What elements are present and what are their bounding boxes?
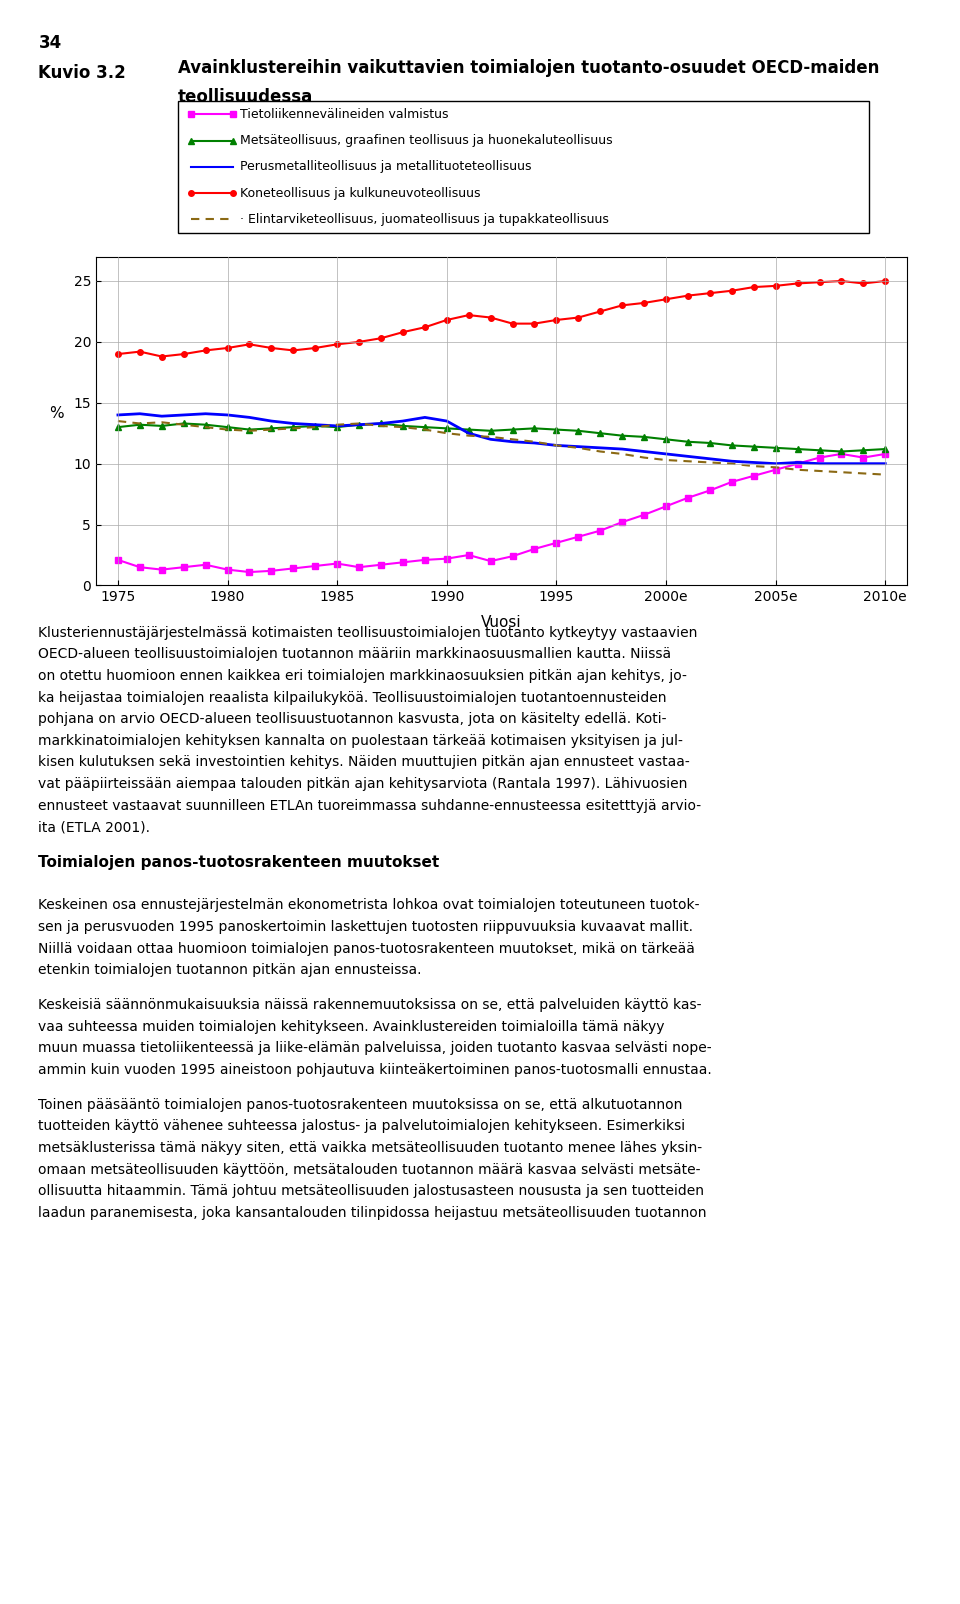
Text: omaan metsäteollisuuden käyttöön, metsätalouden tuotannon määrä kasvaa selvästi : omaan metsäteollisuuden käyttöön, metsät… [38,1163,701,1177]
Text: markkinatoimialojen kehityksen kannalta on puolestaan tärkeää kotimaisen yksityi: markkinatoimialojen kehityksen kannalta … [38,733,684,747]
Text: muun muassa tietoliikenteessä ja liike-elämän palveluissa, joiden tuotanto kasva: muun muassa tietoliikenteessä ja liike-e… [38,1041,712,1055]
Text: teollisuudessa: teollisuudessa [178,88,313,106]
Text: Keskeinen osa ennustejärjestelmän ekonometrista lohkoa ovat toimialojen toteutun: Keskeinen osa ennustejärjestelmän ekonom… [38,898,700,913]
Text: 34: 34 [38,34,61,51]
Text: · Elintarviketeollisuus, juomateollisuus ja tupakkateollisuus: · Elintarviketeollisuus, juomateollisuus… [240,213,609,226]
Text: ita (ETLA 2001).: ita (ETLA 2001). [38,820,151,834]
Text: Toimialojen panos-tuotosrakenteen muutokset: Toimialojen panos-tuotosrakenteen muutok… [38,855,440,869]
Text: vaa suhteessa muiden toimialojen kehitykseen. Avainklustereiden toimialoilla täm: vaa suhteessa muiden toimialojen kehityk… [38,1020,665,1033]
Text: tuotteiden käyttö vähenee suhteessa jalostus- ja palvelutoimialojen kehitykseen.: tuotteiden käyttö vähenee suhteessa jalo… [38,1120,685,1134]
Text: on otettu huomioon ennen kaikkea eri toimialojen markkinaosuuksien pitkän ajan k: on otettu huomioon ennen kaikkea eri toi… [38,669,687,683]
Y-axis label: %: % [50,406,64,422]
Text: Metsäteollisuus, graafinen teollisuus ja huonekaluteollisuus: Metsäteollisuus, graafinen teollisuus ja… [240,135,612,148]
X-axis label: Vuosi: Vuosi [481,616,522,630]
Text: Avainklustereihin vaikuttavien toimialojen tuotanto-osuudet OECD-maiden: Avainklustereihin vaikuttavien toimialoj… [178,59,879,77]
Text: ammin kuin vuoden 1995 aineistoon pohjautuva kiinteäkertoiminen panos-tuotosmall: ammin kuin vuoden 1995 aineistoon pohjau… [38,1063,712,1076]
Text: Koneteollisuus ja kulkuneuvoteollisuus: Koneteollisuus ja kulkuneuvoteollisuus [240,186,480,199]
Text: Keskeisiä säännönmukaisuuksia näissä rakennemuutoksissa on se, että palveluiden : Keskeisiä säännönmukaisuuksia näissä rak… [38,998,702,1012]
Text: vat pääpiirteissään aiempaa talouden pitkän ajan kehitysarviota (Rantala 1997). : vat pääpiirteissään aiempaa talouden pit… [38,776,687,791]
Text: OECD-alueen teollisuustoimialojen tuotannon määriin markkinaosuusmallien kautta.: OECD-alueen teollisuustoimialojen tuotan… [38,646,672,661]
FancyBboxPatch shape [178,101,869,233]
Text: etenkin toimialojen tuotannon pitkän ajan ennusteissa.: etenkin toimialojen tuotannon pitkän aja… [38,964,421,977]
Text: ollisuutta hitaammin. Tämä johtuu metsäteollisuuden jalostusasteen noususta ja s: ollisuutta hitaammin. Tämä johtuu metsät… [38,1184,705,1198]
Text: Niillä voidaan ottaa huomioon toimialojen panos-tuotosrakenteen muutokset, mikä : Niillä voidaan ottaa huomioon toimialoje… [38,942,695,956]
Text: sen ja perusvuoden 1995 panoskertoimin laskettujen tuotosten riippuvuuksia kuvaa: sen ja perusvuoden 1995 panoskertoimin l… [38,921,693,934]
Text: Toinen pääsääntö toimialojen panos-tuotosrakenteen muutoksissa on se, että alkut: Toinen pääsääntö toimialojen panos-tuoto… [38,1097,683,1112]
Text: pohjana on arvio OECD-alueen teollisuustuotannon kasvusta, jota on käsitelty ede: pohjana on arvio OECD-alueen teollisuust… [38,712,667,727]
Text: ennusteet vastaavat suunnilleen ETLAn tuoreimmassa suhdanne-ennusteessa esitettt: ennusteet vastaavat suunnilleen ETLAn tu… [38,799,702,813]
Text: laadun paranemisesta, joka kansantalouden tilinpidossa heijastuu metsäteollisuud: laadun paranemisesta, joka kansantaloude… [38,1206,707,1221]
Text: ka heijastaa toimialojen reaalista kilpailukyköä. Teollisuustoimialojen tuotanto: ka heijastaa toimialojen reaalista kilpa… [38,690,667,704]
Text: Tietoliikennevälineiden valmistus: Tietoliikennevälineiden valmistus [240,107,448,120]
Text: metsäklusterissa tämä näkyy siten, että vaikka metsäteollisuuden tuotanto menee : metsäklusterissa tämä näkyy siten, että … [38,1140,703,1155]
Text: Perusmetalliteollisuus ja metallituoteteollisuus: Perusmetalliteollisuus ja metallituotete… [240,160,531,173]
Text: Klusteriennustäjärjestelmässä kotimaisten teollisuustoimialojen tuotanto kytkeyt: Klusteriennustäjärjestelmässä kotimaiste… [38,626,698,640]
Text: Kuvio 3.2: Kuvio 3.2 [38,64,126,82]
Text: kisen kulutuksen sekä investointien kehitys. Näiden muuttujien pitkän ajan ennus: kisen kulutuksen sekä investointien kehi… [38,755,690,770]
